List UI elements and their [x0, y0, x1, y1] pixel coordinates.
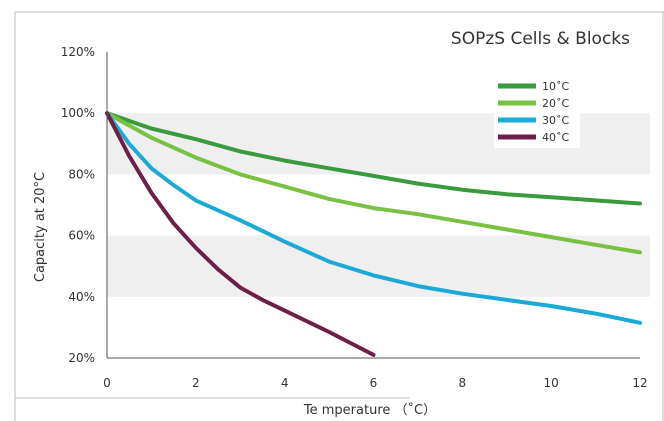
- x-axis-label: Te mperature （˚C）: [303, 402, 436, 418]
- legend-label: 40˚C: [542, 131, 569, 144]
- legend-label: 30˚C: [542, 114, 569, 127]
- y-axis-ticks: 20% 40% 60% 80% 100% 120%: [61, 45, 95, 365]
- x-axis-ticks: 0 2 4 6 8 10 12: [103, 376, 647, 390]
- chart-title: SOPzS Cells & Blocks: [451, 29, 630, 49]
- x-tick-label: 12: [632, 376, 647, 390]
- y-tick-label: 100%: [61, 106, 95, 120]
- x-tick-label: 8: [459, 376, 467, 390]
- legend-label: 20˚C: [542, 97, 569, 110]
- y-tick-label: 80%: [68, 167, 95, 181]
- x-tick-label: 4: [281, 376, 289, 390]
- y-axis-label: Capacity at 20°C: [33, 172, 48, 282]
- y-tick-label: 60%: [68, 229, 95, 243]
- y-tick-label: 120%: [61, 45, 95, 59]
- x-tick-label: 10: [544, 376, 559, 390]
- y-tick-label: 20%: [68, 351, 95, 365]
- x-tick-label: 2: [192, 376, 200, 390]
- legend: 10˚C 20˚C 30˚C 40˚C: [494, 76, 580, 148]
- grid-band: [107, 236, 650, 297]
- x-tick-label: 6: [370, 376, 378, 390]
- y-tick-label: 40%: [68, 290, 95, 304]
- legend-label: 10˚C: [542, 80, 569, 93]
- x-tick-label: 0: [103, 376, 111, 390]
